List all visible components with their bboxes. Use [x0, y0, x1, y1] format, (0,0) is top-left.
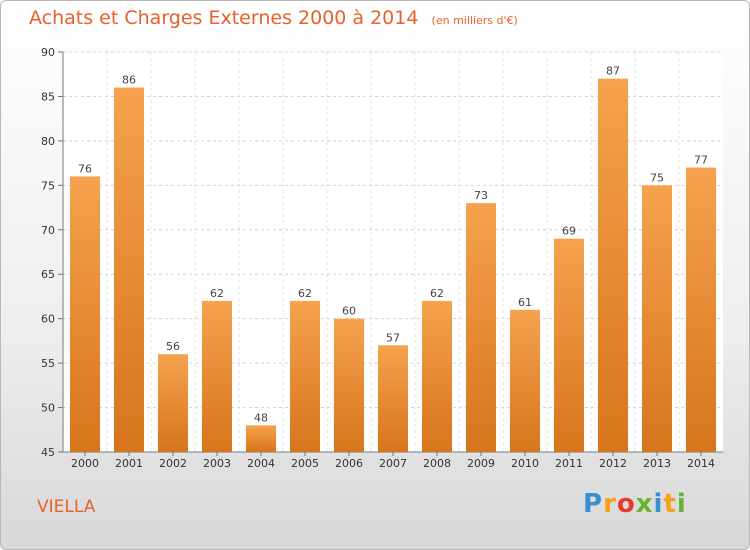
data-label: 61 [518, 296, 532, 309]
x-tick-label: 2008 [423, 457, 451, 470]
y-tick-label: 70 [41, 224, 55, 237]
labels: 45 50 55 60 65 70 75 80 85 90 76 2000 86 2001 56 2002 62… [41, 46, 715, 470]
y-tick-label: 80 [41, 135, 55, 148]
y-tick-label: 85 [41, 90, 55, 103]
y-tick-label: 60 [41, 313, 55, 326]
data-label: 62 [210, 287, 224, 300]
logo-letter: P [583, 489, 604, 519]
data-label: 86 [122, 74, 136, 87]
commune-name: VIELLA [37, 497, 96, 517]
x-tick-label: 2007 [379, 457, 407, 470]
bar-2001 [114, 87, 144, 453]
bar-2010 [510, 309, 540, 452]
logo-letter: i [653, 489, 664, 519]
x-tick-label: 2002 [159, 457, 187, 470]
logo-letter: i [676, 489, 687, 519]
data-label: 77 [694, 154, 708, 167]
bar-2000 [70, 176, 100, 452]
logo-letter: o [616, 489, 636, 519]
bar-2013 [642, 185, 672, 453]
data-label: 62 [430, 287, 444, 300]
y-tick-label: 65 [41, 268, 55, 281]
x-tick-label: 2000 [71, 457, 99, 470]
data-label: 62 [298, 287, 312, 300]
x-tick-label: 2004 [247, 457, 275, 470]
bar-2004 [246, 425, 276, 452]
x-tick-label: 2011 [555, 457, 583, 470]
data-label: 60 [342, 305, 356, 318]
bar-2006 [334, 318, 364, 452]
y-tick-label: 55 [41, 357, 55, 370]
x-tick-label: 2012 [599, 457, 627, 470]
bar-2003 [202, 300, 232, 452]
x-tick-label: 2010 [511, 457, 539, 470]
data-label: 87 [606, 65, 620, 78]
data-label: 73 [474, 189, 488, 202]
bars [70, 78, 716, 453]
data-label: 69 [562, 225, 576, 238]
proxiti-logo[interactable]: Proxiti [583, 489, 687, 519]
bar-2007 [378, 345, 408, 452]
logo-letter: t [663, 489, 677, 519]
x-tick-label: 2001 [115, 457, 143, 470]
data-label: 75 [650, 171, 664, 184]
data-label: 76 [78, 162, 92, 175]
chart-title: Achats et Charges Externes 2000 à 2014 [29, 7, 419, 29]
data-label: 48 [254, 411, 268, 424]
x-tick-label: 2006 [335, 457, 363, 470]
bar-2005 [290, 300, 320, 452]
y-tick-label: 45 [41, 446, 55, 459]
x-tick-label: 2003 [203, 457, 231, 470]
bar-2012 [598, 78, 628, 453]
x-tick-label: 2005 [291, 457, 319, 470]
bar-2009 [466, 203, 496, 452]
logo-letter: r [603, 489, 617, 519]
y-tick-label: 50 [41, 402, 55, 415]
chart-header: Achats et Charges Externes 2000 à 2014 (… [29, 7, 518, 29]
bar-2008 [422, 300, 452, 452]
bar-2014 [686, 167, 716, 453]
x-tick-label: 2013 [643, 457, 671, 470]
y-tick-label: 75 [41, 179, 55, 192]
data-label: 56 [166, 340, 180, 353]
y-tick-label: 90 [41, 46, 55, 59]
data-label: 57 [386, 331, 400, 344]
x-tick-label: 2014 [687, 457, 715, 470]
bar-2011 [554, 238, 584, 452]
bar-2002 [158, 354, 188, 452]
logo-letter: x [635, 489, 654, 519]
chart-subtitle: (en milliers d'€) [431, 14, 518, 27]
x-tick-label: 2009 [467, 457, 495, 470]
